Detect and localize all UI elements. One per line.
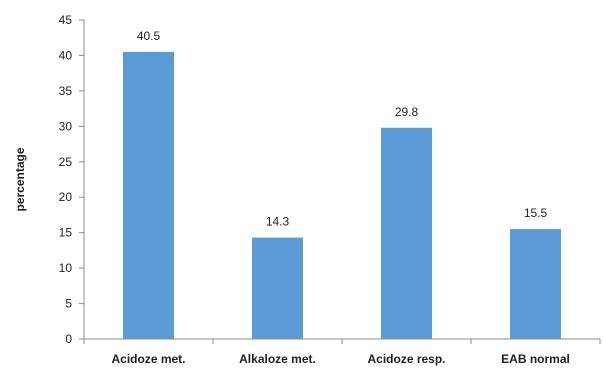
x-category-label: Acidoze resp.	[367, 352, 445, 366]
x-category-label: EAB normal	[501, 352, 570, 366]
x-category-label: Alkaloze met.	[239, 352, 316, 366]
bar	[510, 229, 561, 339]
y-tick-label: 25	[59, 155, 73, 169]
bars: 40.5 14.3 29.8 15.5	[123, 29, 561, 340]
y-tick-label: 35	[59, 84, 73, 98]
bar-value-label: 29.8	[395, 105, 419, 119]
y-tick-label: 40	[59, 48, 73, 62]
bar	[252, 237, 303, 339]
bar	[381, 127, 432, 339]
y-tick-label: 10	[59, 261, 73, 275]
x-axis: Acidoze met. Alkaloze met. Acidoze resp. EA…	[83, 338, 601, 366]
bar-value-label: 14.3	[266, 215, 290, 229]
bar	[123, 51, 174, 340]
y-tick-label: 30	[59, 119, 73, 133]
y-tick-label: 20	[59, 190, 73, 204]
y-tick-label: 45	[59, 13, 73, 27]
bar-value-label: 15.5	[524, 206, 548, 220]
bar-value-label: 40.5	[137, 29, 161, 43]
x-category-label: Acidoze met.	[111, 352, 185, 366]
y-tick-label: 15	[59, 226, 73, 240]
y-tick-label: 5	[65, 297, 72, 311]
y-tick-label: 0	[65, 332, 72, 346]
y-axis-label: percentage	[13, 147, 27, 211]
y-axis: 0 5 10 15 20 25 30 35 40 45	[59, 13, 85, 346]
